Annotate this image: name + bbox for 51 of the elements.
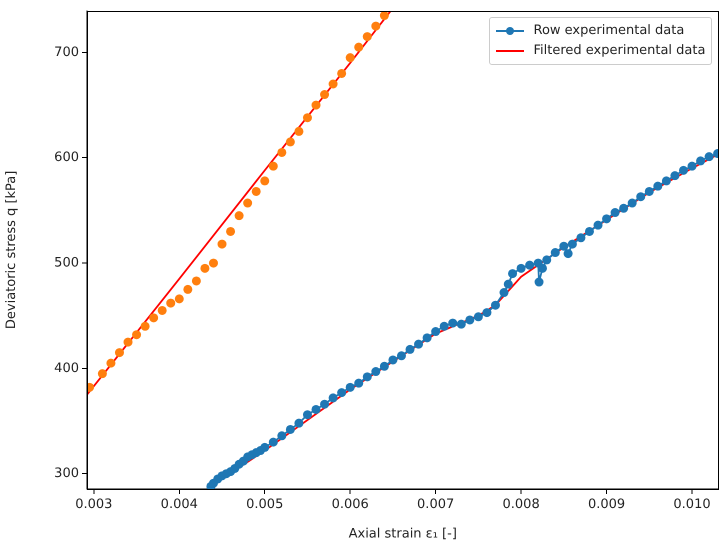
x-tick-label: 0.008: [502, 497, 540, 512]
legend-label: Row experimental data: [534, 22, 684, 40]
point: [226, 226, 236, 236]
point: [354, 42, 364, 52]
y-tick-label: 500: [54, 255, 79, 270]
point: [294, 126, 304, 136]
point: [328, 80, 338, 89]
point: [243, 198, 252, 208]
point: [268, 162, 278, 171]
x-tick-label: 0.006: [332, 497, 369, 512]
legend-label: Filtered experimental data: [534, 42, 706, 60]
point: [166, 298, 176, 308]
y-tick-label: 600: [54, 150, 79, 166]
x-tick-label: 0.007: [417, 497, 454, 512]
point: [277, 148, 286, 157]
point: [124, 338, 133, 347]
point: [149, 313, 158, 322]
point: [380, 11, 389, 20]
point: [98, 369, 107, 378]
y-tick-label: 400: [54, 360, 79, 376]
point: [208, 258, 218, 268]
point: [218, 240, 227, 249]
point: [106, 358, 116, 368]
point: [114, 348, 124, 358]
point: [346, 53, 355, 62]
y-tick-label: 700: [54, 44, 79, 60]
point: [286, 137, 295, 146]
point: [260, 176, 270, 186]
point: [192, 276, 201, 286]
point: [371, 22, 380, 31]
point: [140, 322, 150, 331]
point: [320, 90, 330, 100]
point: [234, 211, 244, 220]
x-tick-label: 0.004: [160, 497, 198, 512]
x-tick-label: 0.010: [673, 497, 711, 512]
y-tick-label: 300: [54, 466, 79, 482]
x-axis-title: Axial strain ε₁ [-]: [348, 526, 457, 542]
point: [200, 264, 210, 273]
point: [174, 294, 184, 304]
point: [362, 32, 372, 42]
x-tick-label: 0.009: [588, 497, 626, 512]
point: [302, 113, 312, 122]
x-tick-label: 0.003: [75, 497, 112, 512]
point: [183, 284, 192, 294]
point: [337, 68, 346, 78]
point: [312, 100, 321, 110]
y-axis-title: Deviatoric stress q [kPa]: [4, 170, 20, 330]
point: [132, 330, 142, 340]
point: [252, 186, 261, 196]
x-tick-label: 0.005: [246, 497, 284, 512]
point: [158, 306, 167, 315]
